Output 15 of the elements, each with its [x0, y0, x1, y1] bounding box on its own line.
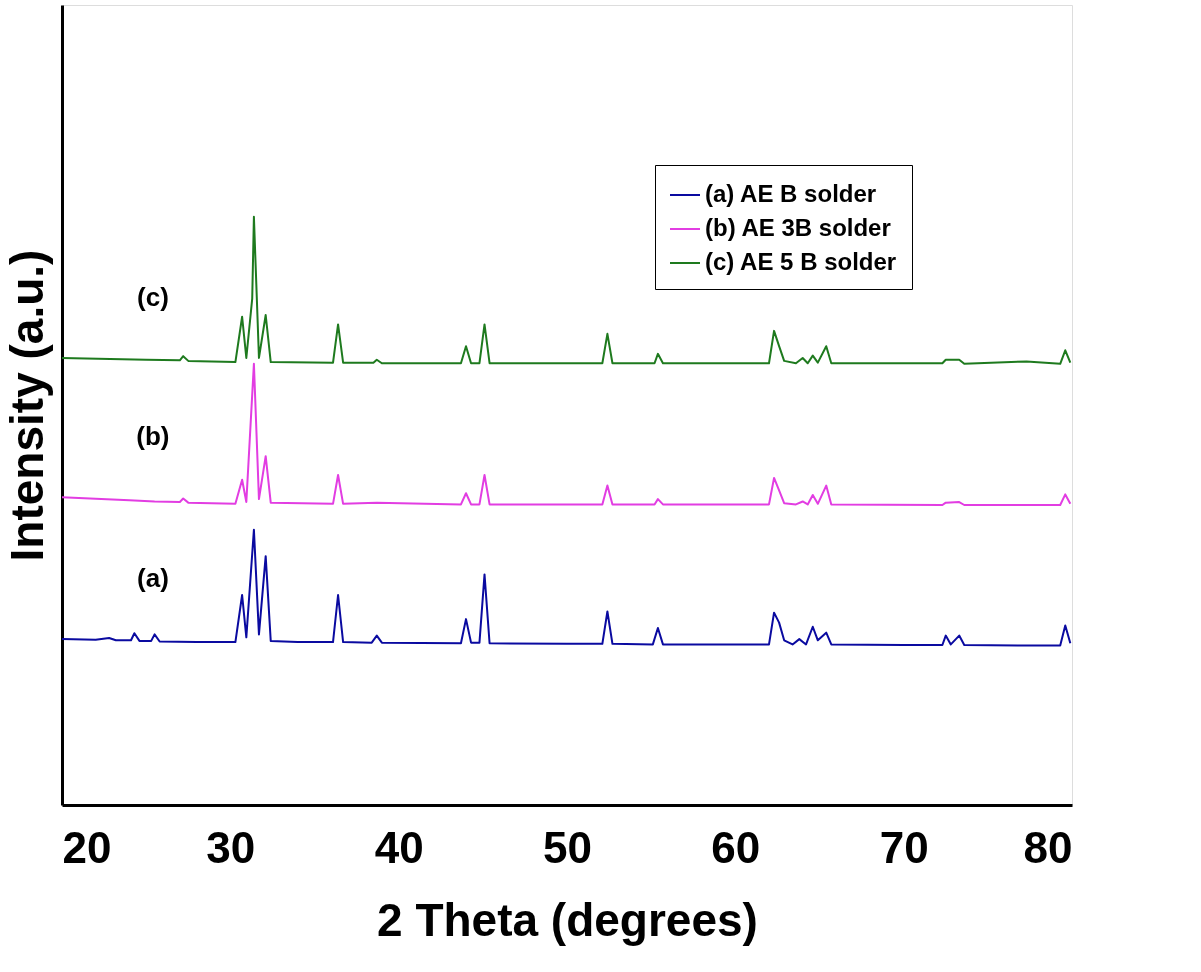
legend-label: (b) AE 3B solder: [705, 214, 891, 241]
annotation: (a): [137, 563, 169, 594]
x-tick-label: 60: [711, 822, 761, 872]
legend-label: (a) AE B solder: [705, 180, 877, 207]
x-tick-label: 80: [1023, 822, 1073, 872]
annotation: (c): [137, 281, 169, 312]
x-tick-label: 20: [62, 822, 112, 872]
x-tick-label: 70: [879, 822, 929, 872]
y-axis-title: Intensity (a.u.): [0, 249, 53, 562]
x-tick-label: 50: [543, 822, 592, 872]
legend-label: (c) AE 5 B solder: [705, 248, 897, 275]
x-tick-label: 40: [374, 822, 424, 872]
x-tick-label: 30: [206, 822, 256, 872]
annotation: (b): [136, 421, 170, 452]
x-axis-title: 2 Theta (degrees): [377, 893, 758, 946]
